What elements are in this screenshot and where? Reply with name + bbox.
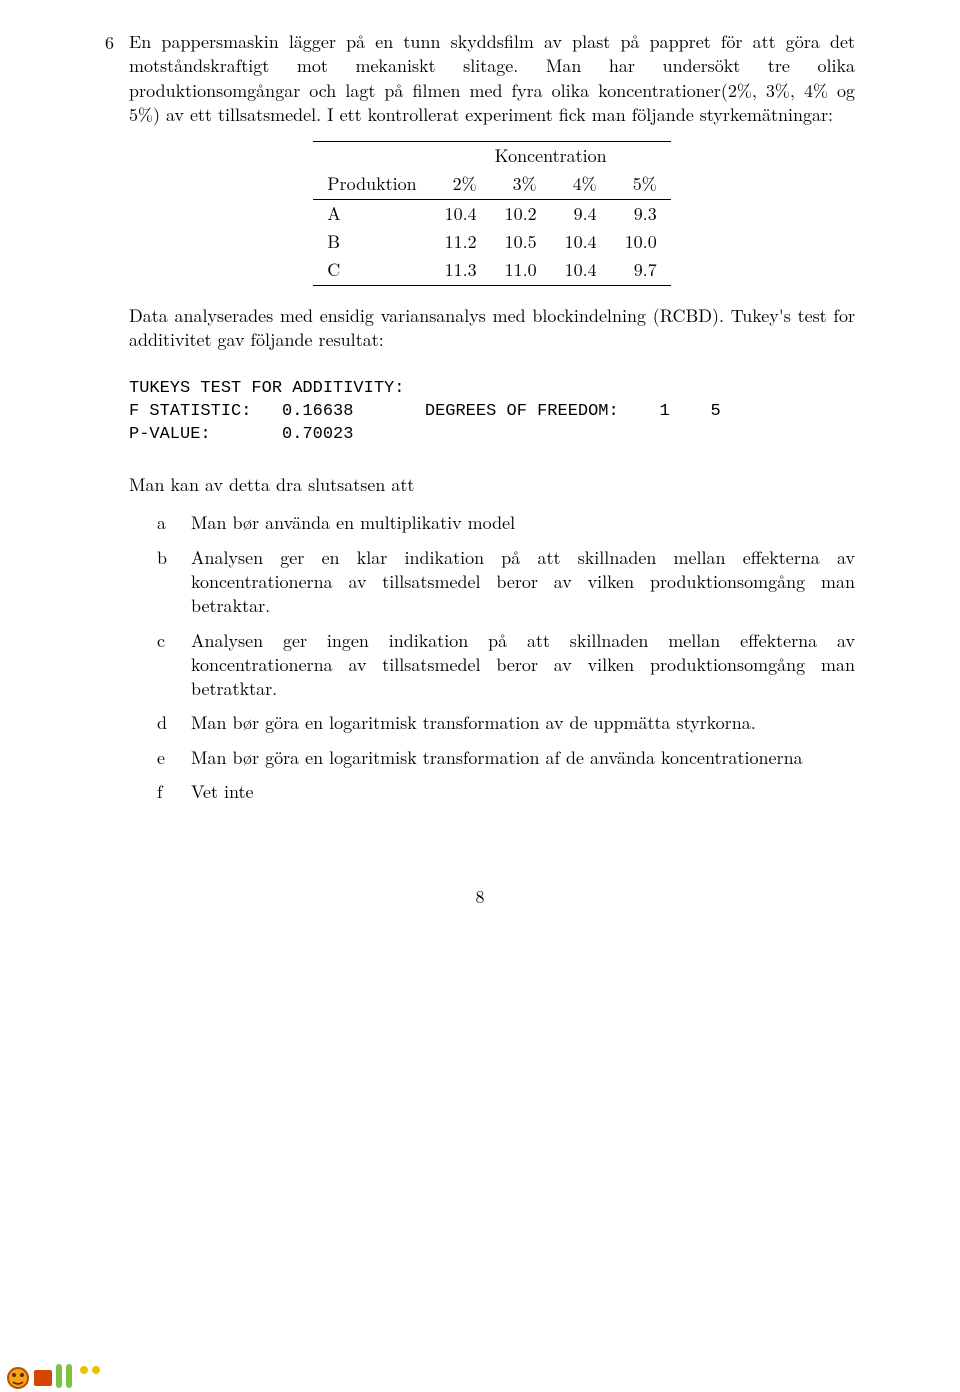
option-text: Man bør använda en multiplikativ model [191,511,855,535]
tukey-fstat-label: F STATISTIC: [129,402,251,421]
tukey-df1: 1 [660,402,670,421]
option-a[interactable]: a Man bør använda en multiplikativ model [157,511,855,535]
table-header-row: Produktion 2% 3% 4% 5% [313,170,670,199]
data-table: Koncentration Produktion 2% 3% 4% 5% A 1… [313,141,670,285]
table-row-header-label: Produktion [313,170,430,199]
tukey-pvalue-value: 0.70023 [282,425,353,444]
table-cell: 10.0 [611,228,671,256]
option-text: Man bør göra en logaritmisk transformati… [191,711,855,735]
table-col-header: 4% [551,170,611,199]
question-block: 6 En pappersmaskin lägger på en tunn sky… [105,30,855,814]
page-content: 6 En pappersmaskin lägger på en tunn sky… [0,0,960,939]
option-f[interactable]: f Vet inte [157,780,855,804]
table-row-label: A [313,199,430,228]
table-super-header: Koncentration [431,142,671,171]
option-text: Vet inte [191,780,855,804]
tukey-line1: TUKEYS TEST FOR ADDITIVITY: [129,379,404,398]
question-body: En pappersmaskin lägger på en tunn skydd… [129,30,855,814]
table-row: A 10.4 10.2 9.4 9.3 [313,199,670,228]
table-row: C 11.3 11.0 10.4 9.7 [313,256,670,285]
tukey-pvalue-label: P-VALUE: [129,425,211,444]
table-cell: 10.4 [551,228,611,256]
table-cell: 11.2 [431,228,491,256]
tukey-output: TUKEYS TEST FOR ADDITIVITY: F STATISTIC:… [129,378,855,447]
table-cell: 9.4 [551,199,611,228]
option-label: b [157,546,191,570]
table-cell: 11.3 [431,256,491,285]
option-label: d [157,711,191,735]
table-blank-cell [313,142,430,171]
conclusion-lead: Man kan av detta dra slutsatsen att [129,473,855,497]
options-list: a Man bør använda en multiplikativ model… [157,511,855,804]
intro-paragraph: En pappersmaskin lägger på en tunn skydd… [129,30,855,127]
option-label: a [157,511,191,535]
option-d[interactable]: d Man bør göra en logaritmisk transforma… [157,711,855,735]
table-cell: 9.7 [611,256,671,285]
table-cell: 10.5 [491,228,551,256]
option-e[interactable]: e Man bør göra en logaritmisk transforma… [157,746,855,770]
table-row-label: C [313,256,430,285]
option-label: f [157,780,191,804]
question-number: 6 [105,30,129,55]
mid-paragraph: Data analyserades med ensidig variansana… [129,304,855,353]
table-col-header: 2% [431,170,491,199]
tukey-df-label: DEGREES OF FREEDOM: [425,402,619,421]
decorative-footer-icon [0,1350,110,1392]
table-row: B 11.2 10.5 10.4 10.0 [313,228,670,256]
table-cell: 10.4 [551,256,611,285]
table-col-header: 5% [611,170,671,199]
page-number: 8 [105,884,855,909]
table-super-header-row: Koncentration [313,142,670,171]
table-cell: 10.4 [431,199,491,228]
table-cell: 11.0 [491,256,551,285]
option-b[interactable]: b Analysen ger en klar indikation på att… [157,546,855,619]
option-c[interactable]: c Analysen ger ingen indikation på att s… [157,629,855,702]
table-row-label: B [313,228,430,256]
option-text: Analysen ger ingen indikation på att ski… [191,629,855,702]
option-label: c [157,629,191,653]
table-cell: 10.2 [491,199,551,228]
tukey-fstat-value: 0.16638 [282,402,353,421]
option-label: e [157,746,191,770]
table-cell: 9.3 [611,199,671,228]
option-text: Man bør göra en logaritmisk transformati… [191,746,855,770]
option-text: Analysen ger en klar indikation på att s… [191,546,855,619]
tukey-df2: 5 [711,402,721,421]
table-col-header: 3% [491,170,551,199]
